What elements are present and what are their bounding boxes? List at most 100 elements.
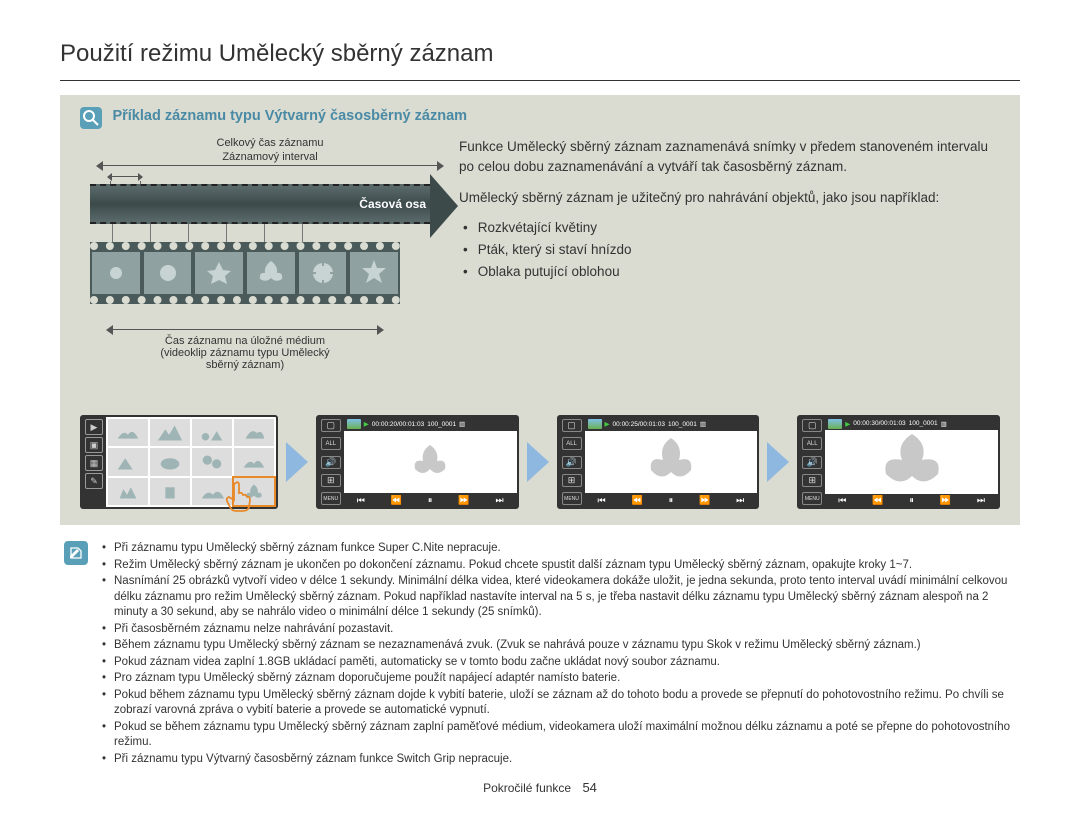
description: Funkce Umělecký sběrný záznam zaznamenáv… (459, 137, 1000, 397)
next-button[interactable]: ⏭ (977, 495, 985, 506)
side-icon[interactable]: ▶ (85, 419, 103, 435)
pause-button[interactable]: ⏸ (428, 495, 433, 506)
player-side-icon[interactable]: ALL (321, 437, 341, 450)
player-preview: ▢ ALL 🔊 ⊞ MENU ▶ 00:00:30/00:01:03 100_0… (797, 415, 1000, 509)
thumb-cell[interactable] (192, 448, 232, 475)
film-frame (247, 252, 295, 294)
film-frame (144, 252, 192, 294)
prev-button[interactable]: ⏮ (357, 495, 365, 506)
magnifier-icon (80, 107, 102, 129)
player-side-icon[interactable]: 🔊 (802, 456, 822, 469)
rewind-button[interactable]: ⏪ (391, 495, 402, 506)
thumb-cell[interactable] (150, 478, 190, 505)
player-side-icon[interactable]: ALL (802, 437, 822, 450)
page-title: Použití režimu Umělecký sběrný záznam (60, 40, 1020, 68)
desc-bullets: Rozkvétající květiny Pták, který si stav… (459, 218, 1000, 283)
divider (60, 80, 1020, 81)
frame-indicator (150, 224, 151, 244)
desc-paragraph: Umělecký sběrný záznam je užitečný pro n… (459, 188, 1000, 208)
player-side-icon[interactable]: MENU (802, 492, 822, 505)
film-frame (92, 252, 140, 294)
next-button[interactable]: ⏭ (495, 495, 503, 506)
player-side-icon[interactable]: 🔊 (562, 456, 582, 469)
frame-indicator (226, 224, 227, 244)
player-side-icon[interactable]: ⊞ (562, 474, 582, 487)
prev-button[interactable]: ⏮ (838, 495, 846, 506)
player-side-icon[interactable]: ▢ (562, 419, 582, 432)
rewind-button[interactable]: ⏪ (632, 495, 643, 506)
player-side-icon[interactable]: ⊞ (802, 474, 822, 487)
player-side-icon[interactable]: ALL (562, 437, 582, 450)
frame-indicator (188, 224, 189, 244)
player-transport: ⏮ ⏪ ⏸ ⏩ ⏭ (344, 493, 517, 507)
frame-indicator (302, 224, 303, 244)
span-arrow-interval (110, 173, 140, 181)
player-side-icon[interactable]: 🔊 (321, 456, 341, 469)
player-side-icon[interactable]: ▢ (321, 419, 341, 432)
page-number: 54 (582, 780, 596, 795)
side-icon[interactable]: ✎ (85, 473, 103, 489)
preview-row: ▶ ▣ ▦ ✎ (80, 415, 1000, 509)
footer-section: Pokročilé funkce (483, 781, 571, 795)
page-footer: Pokročilé funkce 54 (60, 780, 1020, 795)
player-transport: ⏮ ⏪ ⏸ ⏩ ⏭ (825, 494, 998, 507)
note-item: Při záznamu typu Výtvarný časosběrný záz… (100, 752, 1016, 768)
pause-button[interactable]: ⏸ (909, 495, 914, 506)
note-item: Nasnímání 25 obrázků vytvoří video v dél… (100, 574, 1016, 621)
thumb-sidebar: ▶ ▣ ▦ ✎ (82, 417, 106, 507)
timeline-axis-label: Časová osa (359, 197, 426, 211)
player-preview: ▢ ALL 🔊 ⊞ MENU ▶ 00:00:20/00:01:03 100_0… (316, 415, 519, 509)
thumbnail-selector: ▶ ▣ ▦ ✎ (80, 415, 278, 509)
player-side-icon[interactable]: MENU (321, 492, 341, 505)
thumb-cell[interactable] (234, 419, 274, 446)
player-statusbar: ▶ 00:00:30/00:01:03 100_0001 ▥ (825, 417, 998, 430)
thumb-cell[interactable] (108, 478, 148, 505)
note-item: Pokud během záznamu typu Umělecký sběrný… (100, 688, 1016, 719)
filmstrip (90, 242, 400, 304)
player-canvas (585, 431, 758, 493)
thumb-cell[interactable] (192, 419, 232, 446)
player-statusbar: ▶ 00:00:20/00:01:03 100_0001 ▥ (344, 417, 517, 431)
thumb-cell[interactable] (108, 448, 148, 475)
thumbnail-icon (347, 419, 361, 429)
notes-box: Při záznamu typu Umělecký sběrný záznam … (60, 541, 1020, 768)
thumbnail-icon (588, 419, 602, 429)
battery-icon: ▥ (941, 420, 947, 428)
thumb-cell[interactable] (108, 419, 148, 446)
film-frame (350, 252, 398, 294)
side-icon[interactable]: ▣ (85, 437, 103, 453)
note-item: Při záznamu typu Umělecký sběrný záznam … (100, 541, 1016, 557)
forward-button[interactable]: ⏩ (458, 495, 469, 506)
note-icon (64, 541, 88, 565)
note-item: Během záznamu typu Umělecký sběrný zázna… (100, 638, 1016, 654)
desc-bullet: Pták, který si staví hnízdo (463, 240, 1000, 260)
note-item: Pokud záznam videa zaplní 1.8GB ukládací… (100, 655, 1016, 671)
desc-paragraph: Funkce Umělecký sběrný záznam zaznamenáv… (459, 137, 1000, 178)
pause-button[interactable]: ⏸ (669, 495, 674, 506)
player-transport: ⏮ ⏪ ⏸ ⏩ ⏭ (585, 493, 758, 507)
note-item: Pokud se během záznamu typu Umělecký sbě… (100, 720, 1016, 751)
thumb-cell[interactable] (150, 419, 190, 446)
side-icon[interactable]: ▦ (85, 455, 103, 471)
forward-button[interactable]: ⏩ (699, 495, 710, 506)
player-file: 100_0001 (668, 421, 697, 428)
prev-button[interactable]: ⏮ (597, 495, 605, 506)
player-time: 00:00:20/00:01:03 (372, 421, 424, 428)
forward-button[interactable]: ⏩ (940, 495, 951, 506)
span-arrow-storage (110, 325, 380, 335)
subheading: Příklad záznamu typu Výtvarný časosběrný… (112, 108, 467, 124)
thumb-cell[interactable] (150, 448, 190, 475)
player-canvas (344, 431, 517, 493)
player-time: 00:00:25/00:01:03 (613, 421, 665, 428)
finger-pointer-icon (222, 479, 254, 513)
rewind-button[interactable]: ⏪ (872, 495, 883, 506)
player-preview: ▢ ALL 🔊 ⊞ MENU ▶ 00:00:25/00:01:03 100_0… (557, 415, 760, 509)
note-item: Režim Umělecký sběrný záznam je ukončen … (100, 558, 1016, 574)
next-button[interactable]: ⏭ (736, 495, 744, 506)
player-side-icon[interactable]: ⊞ (321, 474, 341, 487)
thumb-cell[interactable] (234, 448, 274, 475)
timeline-arrow: Časová osa (90, 184, 430, 224)
player-side-icon[interactable]: MENU (562, 492, 582, 505)
player-side-icon[interactable]: ▢ (802, 419, 822, 432)
player-statusbar: ▶ 00:00:25/00:01:03 100_0001 ▥ (585, 417, 758, 431)
